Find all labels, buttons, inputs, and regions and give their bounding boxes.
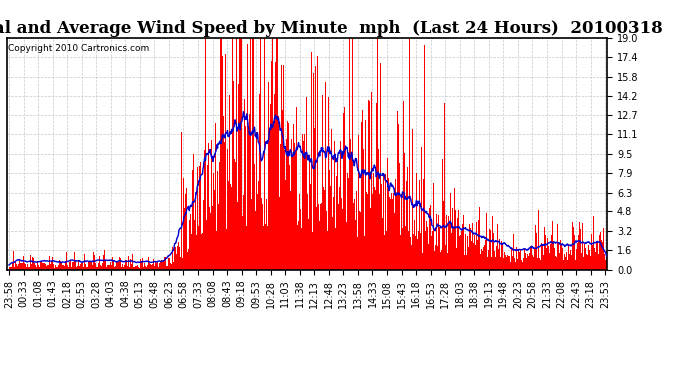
Text: Copyright 2010 Cartronics.com: Copyright 2010 Cartronics.com (8, 45, 149, 54)
Title: Actual and Average Wind Speed by Minute  mph  (Last 24 Hours)  20100318: Actual and Average Wind Speed by Minute … (0, 20, 663, 38)
